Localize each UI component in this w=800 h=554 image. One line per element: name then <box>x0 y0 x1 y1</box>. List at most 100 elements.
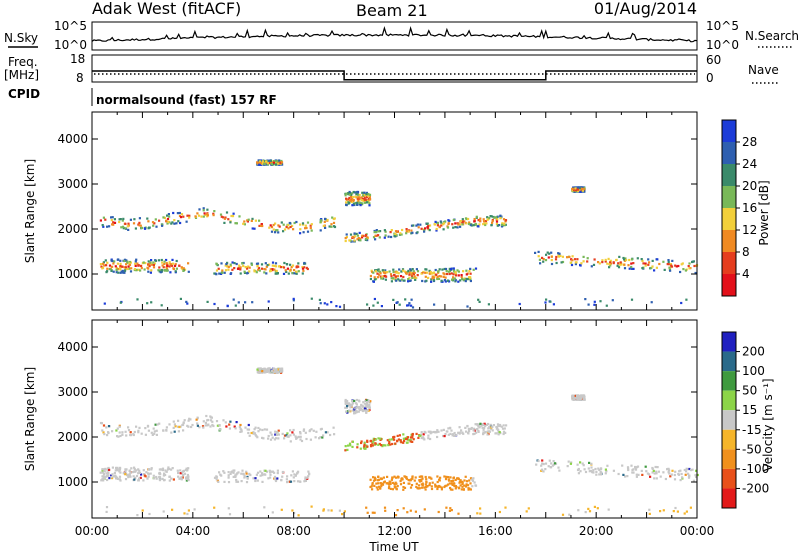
ytick-label: 1000 <box>57 475 88 489</box>
echo-cell <box>133 430 136 434</box>
echo-cell <box>299 232 302 235</box>
echo-cell <box>584 511 587 514</box>
echo-cell <box>140 267 143 270</box>
echo-cell <box>134 227 137 230</box>
echo-cell <box>576 258 579 261</box>
echo-cell <box>411 476 414 479</box>
echo-cell <box>238 264 241 267</box>
echo-cell <box>259 474 262 477</box>
echo-cell <box>473 432 476 435</box>
echo-cell <box>239 266 242 269</box>
echo-cell <box>257 161 260 165</box>
echo-cell <box>277 231 280 234</box>
echo-cell <box>445 270 448 273</box>
echo-cell <box>187 467 190 470</box>
echo-cell <box>391 442 394 446</box>
echo-cell <box>384 509 387 512</box>
echo-cell <box>373 511 376 514</box>
echo-cell <box>147 270 150 273</box>
echo-cell <box>366 303 369 306</box>
echo-cell <box>424 431 427 434</box>
echo-cell <box>304 224 307 227</box>
echo-cell <box>162 479 166 482</box>
echo-cell <box>164 469 167 472</box>
echo-cell <box>250 262 253 265</box>
echo-cell <box>163 262 166 266</box>
freq-line <box>92 70 697 81</box>
power-xaxis-ticks <box>91 112 698 310</box>
echo-cell <box>279 266 282 269</box>
echo-cell <box>501 222 504 225</box>
echo-cell <box>170 477 173 480</box>
echo-cell <box>118 468 122 471</box>
echo-cell <box>364 234 368 237</box>
echo-cell <box>361 191 364 194</box>
echo-cell <box>216 479 219 482</box>
echo-cell <box>322 224 325 228</box>
echo-cell <box>406 511 409 514</box>
echo-cell <box>550 255 553 258</box>
echo-cell <box>399 480 402 483</box>
echo-cell <box>364 407 367 410</box>
echo-cell <box>285 434 288 437</box>
echo-cell <box>222 470 225 473</box>
echo-cell <box>447 222 450 225</box>
date-title: 01/Aug/2014 <box>594 0 697 18</box>
echo-cell <box>180 266 183 269</box>
echo-cell <box>379 275 382 278</box>
echo-cell <box>395 482 398 485</box>
echo-cell <box>101 224 104 227</box>
ytick-label: 4000 <box>57 132 88 146</box>
echo-cell <box>650 266 653 270</box>
echo-cell <box>168 261 171 264</box>
echo-cell <box>382 444 385 447</box>
echo-cell <box>227 471 230 474</box>
echo-cell <box>373 484 376 487</box>
echo-cell <box>623 259 626 262</box>
echo-cell <box>274 272 277 275</box>
echo-cell <box>150 467 153 470</box>
echo-cell <box>283 228 287 231</box>
echo-cell <box>571 396 574 399</box>
echo-cell <box>426 226 429 229</box>
echo-cell <box>346 400 349 403</box>
colorbar-swatch <box>722 120 736 142</box>
echo-cell <box>115 271 118 274</box>
echo-cell <box>134 264 137 267</box>
echo-cell <box>297 514 300 517</box>
echo-cell <box>441 268 444 271</box>
echo-cell <box>401 228 404 232</box>
echo-cell <box>306 267 309 271</box>
echo-cell <box>265 428 269 431</box>
echo-cell <box>261 428 264 432</box>
echo-cell <box>244 301 247 304</box>
echo-cell <box>577 394 580 397</box>
echo-cell <box>302 429 305 432</box>
echo-cell <box>365 191 368 194</box>
echo-cell <box>113 471 116 474</box>
echo-cell <box>549 300 552 303</box>
echo-cell <box>307 475 310 478</box>
echo-cell <box>688 262 691 265</box>
echo-cell <box>178 214 182 217</box>
echo-cell <box>460 275 463 278</box>
echo-cell <box>347 198 350 201</box>
echo-cell <box>350 200 353 204</box>
echo-cell <box>222 216 225 219</box>
echo-cell <box>319 219 322 222</box>
echo-cell <box>164 269 167 272</box>
echo-cell <box>440 224 443 227</box>
echo-cell <box>140 473 143 476</box>
echo-cell <box>318 298 321 301</box>
echo-cell <box>355 410 358 413</box>
echo-cell <box>498 424 502 428</box>
echo-cell <box>581 187 584 191</box>
echo-cell <box>503 222 506 225</box>
echo-cell <box>246 475 249 478</box>
echo-cell <box>644 264 647 267</box>
echo-cell <box>324 431 327 434</box>
echo-cell <box>579 470 582 473</box>
echo-cell <box>444 220 447 223</box>
echo-cell <box>358 196 361 199</box>
echo-cell <box>251 227 254 230</box>
